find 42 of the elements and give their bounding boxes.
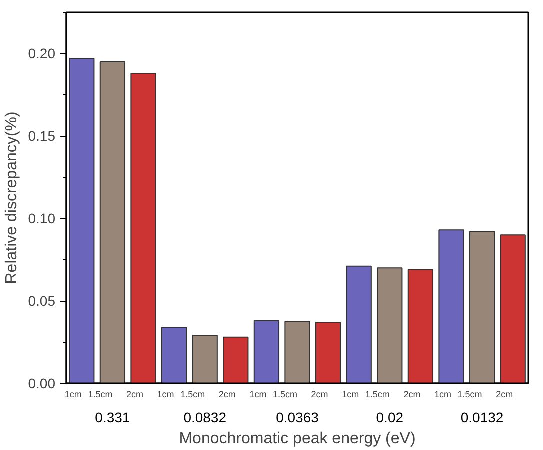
bar — [69, 58, 95, 384]
text: 1.5cm — [272, 390, 298, 400]
bar — [130, 73, 156, 384]
text: 2cm — [404, 390, 421, 400]
text: 1cm — [434, 390, 452, 400]
bar — [100, 61, 126, 384]
bar — [469, 231, 496, 384]
x-tick-label: 0.02 — [376, 410, 404, 426]
text: 1.5cm — [180, 390, 206, 400]
y-tick-label: 0.00 — [28, 376, 56, 392]
text: 1.5cm — [458, 390, 482, 400]
bar — [408, 269, 434, 384]
bar — [500, 234, 526, 384]
text: 1cm — [250, 390, 267, 400]
x-tick-label: 0.0832 — [184, 410, 227, 426]
y-axis-title: Relative discrepancy(%) — [3, 112, 20, 284]
bar — [284, 321, 310, 384]
series-label: 1cm — [64, 390, 82, 400]
text: 1.5cm — [365, 390, 390, 400]
bar — [254, 320, 280, 384]
bar — [346, 266, 372, 384]
x-tick-label: 0.0363 — [276, 410, 320, 426]
bar — [377, 268, 403, 384]
text: 2cm — [496, 390, 514, 400]
bar — [315, 322, 342, 384]
bar — [161, 326, 188, 384]
text: 1cm — [342, 390, 360, 400]
y-tick-label: 0.20 — [28, 46, 56, 62]
x-tick-label: 0.331 — [95, 410, 130, 426]
text: 1cm — [157, 390, 174, 400]
text: 2cm — [218, 390, 236, 400]
series-label: 1.5cm — [88, 390, 113, 400]
x-tick-label: 0.0132 — [460, 410, 504, 426]
bar — [223, 336, 249, 384]
y-tick-label: 0.05 — [28, 293, 56, 310]
x-axis-title: Monochromatic peak energy (eV) — [179, 430, 416, 448]
y-tick-label: 0.15 — [28, 128, 56, 144]
series-label: 2cm — [126, 390, 144, 400]
bar — [192, 335, 218, 384]
y-tick-label: 0.10 — [28, 210, 56, 227]
bar — [438, 230, 464, 384]
text: 2cm — [311, 390, 328, 400]
